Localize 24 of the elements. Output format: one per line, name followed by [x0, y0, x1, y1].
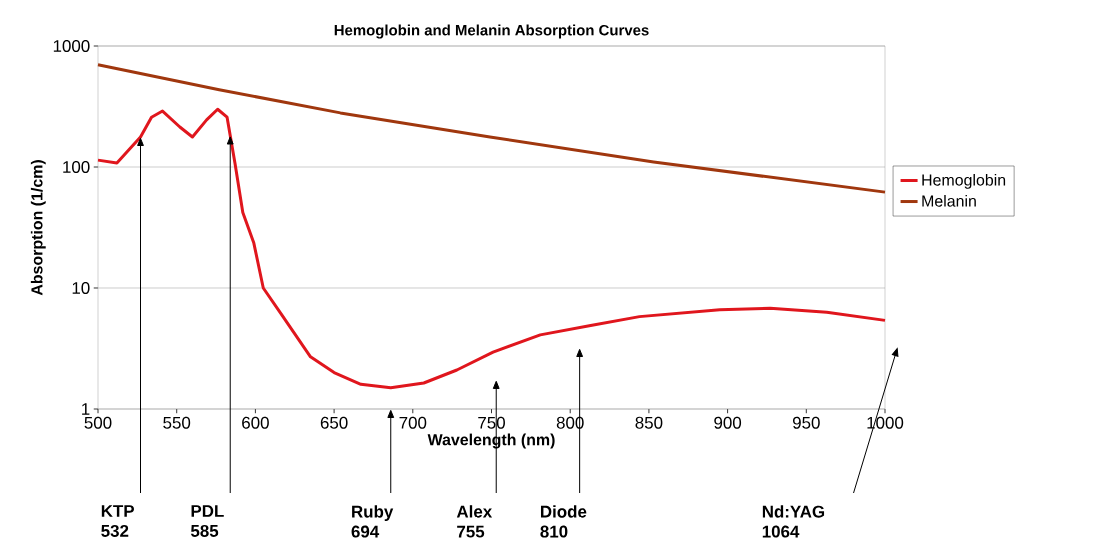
x-tick-label: 900	[714, 416, 742, 429]
x-tick-label: 650	[320, 416, 348, 429]
text: Ruby 694	[351, 505, 394, 538]
x-tick-label: 950	[792, 416, 820, 429]
y-tick-label: 100	[63, 161, 90, 173]
y-tick-label: 1	[82, 403, 90, 415]
text: Alex 755	[456, 505, 493, 538]
x-tick-label: 500	[84, 416, 112, 429]
x-tick-label: 850	[635, 416, 663, 429]
y-axis-title: Absorption (1/cm)	[30, 160, 46, 296]
y-tick-label: 10	[72, 282, 90, 294]
line-series	[96, 107, 887, 390]
y-tick-label: 1000	[53, 40, 90, 52]
chart-title: Hemoglobin and Melanin Absorption Curves	[334, 24, 649, 39]
annotation: PDL 585	[190, 505, 224, 537]
text: Diode 810	[540, 505, 587, 538]
line-series	[96, 63, 887, 194]
x-tick-label: 600	[242, 416, 269, 429]
legend-label: Melanin	[922, 195, 976, 207]
legend-label: Hemoglobin	[922, 173, 1006, 189]
annotation: KTP 532	[101, 505, 134, 537]
x-tick-label: 550	[163, 416, 191, 429]
text: Nd:YAG 1064	[762, 505, 825, 538]
x-tick-label: 700	[399, 416, 427, 429]
